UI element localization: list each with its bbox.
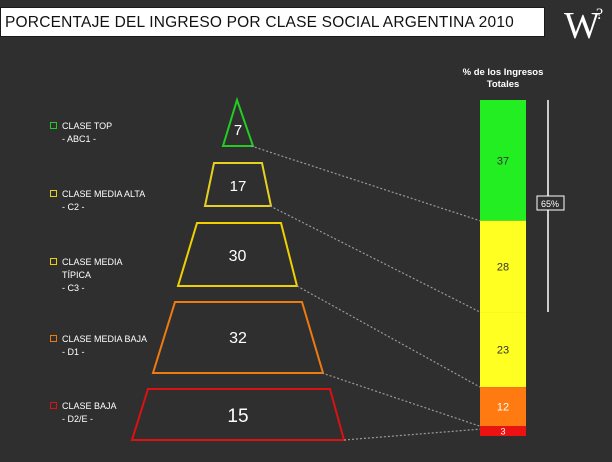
chart-title: PORCENTAJE DEL INGRESO POR CLASE SOCIAL … xyxy=(5,14,514,31)
legend-label: CLASE MEDIA BAJA xyxy=(62,334,148,344)
legend-label: TÍPICA xyxy=(62,270,92,280)
legend-swatch xyxy=(50,258,57,265)
legend-swatch xyxy=(50,335,57,342)
pyramid-level-value: 30 xyxy=(229,248,247,265)
bar-segment-5 xyxy=(480,426,526,436)
legend-code: - ABC1 - xyxy=(62,134,97,144)
bar-segment-label: 23 xyxy=(497,345,509,357)
bar-segment-label: 12 xyxy=(497,402,509,414)
bar-segment-label: 28 xyxy=(497,261,509,273)
bar-segment-2 xyxy=(480,220,526,313)
logo-letter: W xyxy=(564,5,600,47)
title-box: PORCENTAJE DEL INGRESO POR CLASE SOCIAL … xyxy=(0,7,545,37)
legend-code: - C3 - xyxy=(62,283,85,293)
legend-code: - C2 - xyxy=(62,202,85,212)
legend-swatch xyxy=(50,122,57,129)
stacked-bar-title-line-1: % de los Ingresos xyxy=(462,67,544,78)
stacked-bar-title-line-2: Totales xyxy=(486,79,520,90)
legend-label: CLASE MEDIA ALTA xyxy=(62,189,146,199)
bar-segment-label: 3 xyxy=(500,426,505,436)
bar-segment-1 xyxy=(480,100,526,221)
legend-code: - D1 - xyxy=(62,347,85,357)
legend-code: - D2/E - xyxy=(62,414,94,424)
bar-segment-label: 37 xyxy=(497,155,509,167)
connector-line-5 xyxy=(343,428,481,441)
connector-line-3 xyxy=(296,285,481,388)
pyramid-level-value: 15 xyxy=(227,406,248,427)
legend-swatch xyxy=(50,190,57,197)
legend-label: CLASE BAJA xyxy=(62,401,117,411)
pyramid-level-value: 32 xyxy=(229,330,247,347)
bar-segment-3 xyxy=(480,312,526,388)
pyramid-level-value: 17 xyxy=(230,178,247,195)
connector-line-1 xyxy=(250,145,481,222)
connector-line-2 xyxy=(269,205,481,313)
legend-label: CLASE TOP xyxy=(62,121,113,131)
logo-mark: ? xyxy=(596,6,604,23)
bar-segment-4 xyxy=(480,387,526,427)
bracket-label: 65% xyxy=(541,199,559,209)
pyramid-level-1 xyxy=(221,96,255,147)
brand-logo: W ? xyxy=(560,4,612,48)
bracket-label-box xyxy=(536,195,565,211)
stacked-bar-title: % de los Ingresos Totales xyxy=(448,67,558,91)
legend-swatch xyxy=(50,402,57,409)
legend-label: CLASE MEDIA xyxy=(62,257,123,267)
connector-line-4 xyxy=(321,372,481,427)
pyramid-level-value: 7 xyxy=(234,122,242,139)
